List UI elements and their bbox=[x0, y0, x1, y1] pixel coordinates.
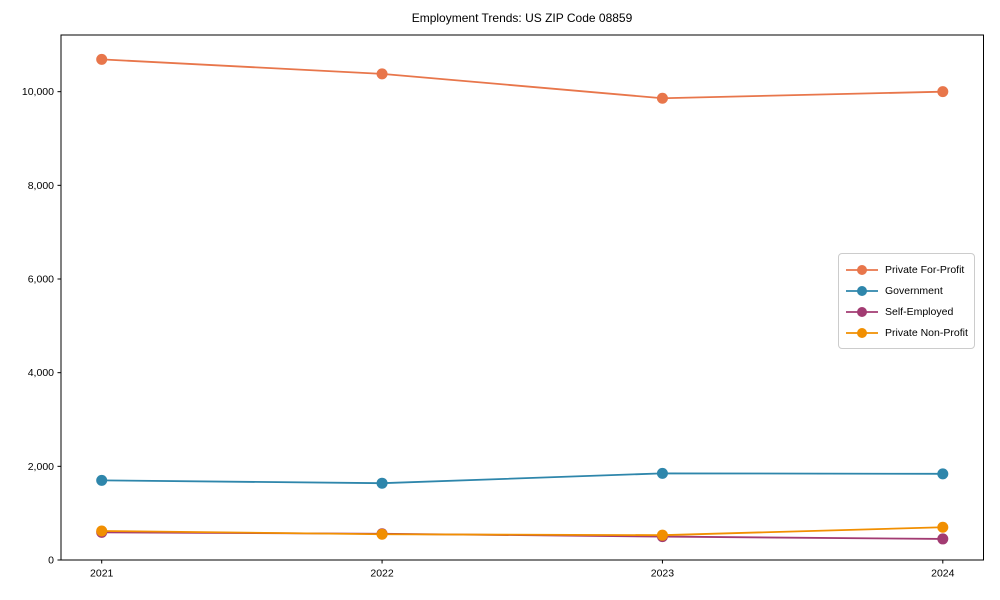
axes-spines bbox=[60, 34, 984, 561]
legend-sample-dot bbox=[857, 306, 867, 317]
data-point-private-non-profit bbox=[656, 529, 668, 541]
data-point-private-non-profit bbox=[937, 521, 949, 533]
x-tick-label: 2022 bbox=[370, 568, 394, 580]
data-point-government bbox=[96, 474, 108, 486]
series-line-private-for-profit bbox=[101, 58, 943, 100]
legend-label-private-for-profit: Private For-Profit bbox=[885, 263, 965, 276]
chart-title: Employment Trends: US ZIP Code 08859 bbox=[412, 11, 633, 25]
y-tick-label: 8,000 bbox=[28, 180, 54, 192]
legend-entry-private-for-profit: Private For-Profit bbox=[846, 259, 968, 280]
data-point-private-for-profit bbox=[937, 86, 949, 98]
y-tick-label: 6,000 bbox=[28, 274, 54, 286]
y-tick-label: 2,000 bbox=[28, 461, 54, 473]
data-point-private-non-profit bbox=[96, 525, 108, 537]
plot-area: 0 2,000 4,000 6,000 8,000 10,000 2021 2022 2023 2… bbox=[22, 34, 984, 580]
y-tick-label: 0 bbox=[48, 555, 54, 567]
x-tick-label: 2021 bbox=[90, 568, 114, 580]
legend-marker-icon bbox=[846, 327, 878, 338]
legend-marker-icon bbox=[846, 285, 878, 296]
data-point-government bbox=[656, 467, 668, 479]
y-tick-label: 10,000 bbox=[22, 86, 54, 98]
legend-label-government: Government bbox=[885, 284, 943, 297]
legend-label-private-non-profit: Private Non-Profit bbox=[885, 326, 968, 339]
legend-entry-self-employed: Self-Employed bbox=[846, 301, 968, 322]
data-point-private-for-profit bbox=[656, 92, 668, 104]
x-tick-label: 2024 bbox=[931, 568, 955, 580]
series-line-government bbox=[101, 472, 943, 485]
y-tick-label: 4,000 bbox=[28, 367, 54, 379]
series-line-self-employed bbox=[101, 531, 943, 540]
data-point-private-for-profit bbox=[376, 68, 388, 80]
data-point-government bbox=[937, 468, 949, 480]
legend-entry-private-non-profit: Private Non-Profit bbox=[846, 322, 968, 343]
legend-marker-icon bbox=[846, 306, 878, 317]
legend-label-self-employed: Self-Employed bbox=[885, 305, 954, 318]
legend-sample-dot bbox=[857, 264, 867, 275]
series-line-private-non-profit bbox=[101, 526, 943, 537]
legend-entry-government: Government bbox=[846, 280, 968, 301]
legend-sample-dot bbox=[857, 285, 867, 296]
legend-marker-icon bbox=[846, 264, 878, 275]
data-point-private-non-profit bbox=[376, 528, 388, 540]
data-point-self-employed bbox=[937, 533, 949, 545]
legend: Private For-Profit Government Self-Employe… bbox=[838, 253, 975, 349]
data-point-government bbox=[376, 477, 388, 489]
legend-sample-dot bbox=[857, 327, 867, 338]
data-point-private-for-profit bbox=[96, 53, 108, 65]
x-tick-label: 2023 bbox=[651, 568, 675, 580]
